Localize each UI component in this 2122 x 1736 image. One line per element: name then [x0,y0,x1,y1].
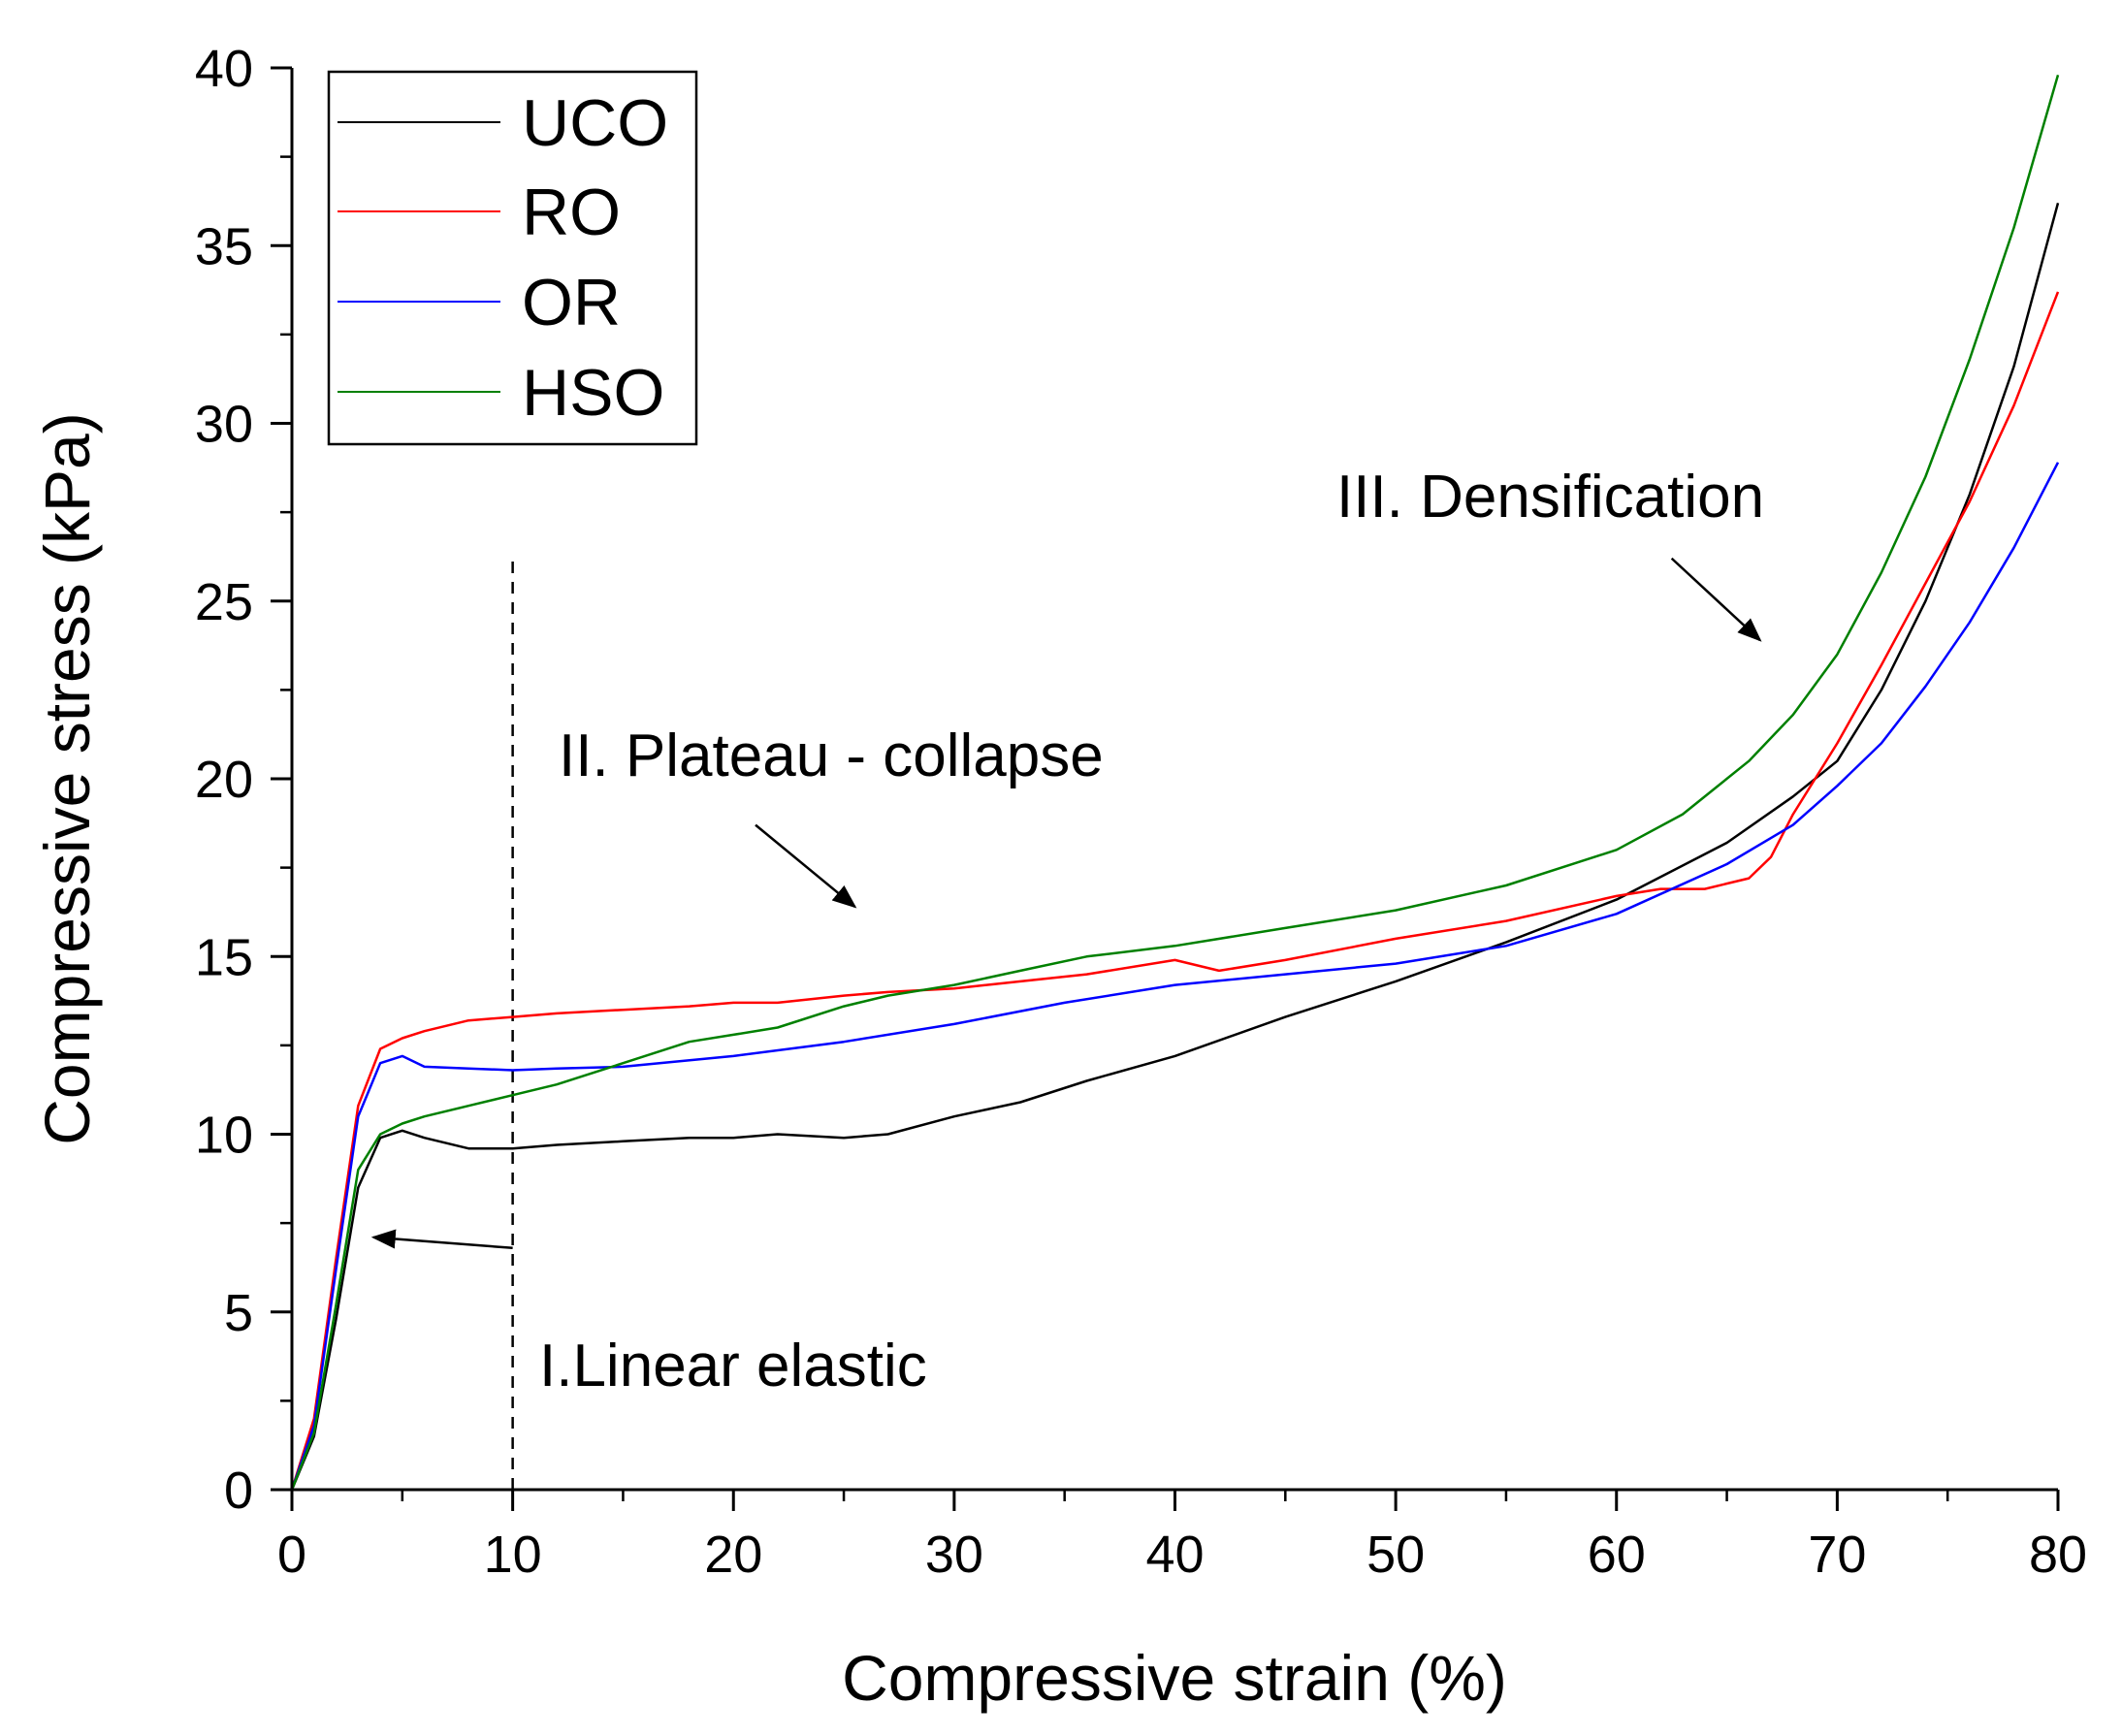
annotation-arrow-2 [1670,557,1762,642]
series-layer [290,74,2060,1491]
legend-box [327,70,698,446]
y-tick-label: 15 [195,928,253,986]
legend: UCO RO OR HSO [327,70,698,446]
x-tick-label: 60 [1588,1526,1646,1584]
x-tick-label: 70 [1808,1526,1866,1584]
series-line-uco [290,202,2060,1491]
y-tick-label: 10 [195,1107,253,1165]
annotation-layer [370,557,1762,1250]
y-tick-label: 35 [195,217,253,275]
annotation-densification: III. Densification [1336,464,1764,530]
legend-label-or: OR [522,266,621,339]
y-tick-label: 0 [224,1462,253,1520]
series-line-ro [290,291,2060,1491]
x-tick-label: 80 [2029,1526,2087,1584]
series-line-or [290,462,2060,1491]
annotation-arrow-0 [370,1229,513,1250]
x-tick-label: 0 [277,1526,306,1584]
legend-label-uco: UCO [522,86,668,160]
y-tick-label: 20 [195,751,253,809]
y-ticks: 0 5 10 15 20 25 30 35 40 [195,40,292,1520]
x-axis-title: Compressive strain (%) [842,1642,1507,1714]
x-tick-label: 40 [1145,1526,1204,1584]
axes: 0 10 20 30 40 50 60 70 80 0 5 10 15 20 25 30 35 40 Compr… [31,40,2087,1714]
y-tick-label: 25 [195,573,253,631]
annotation-text: I.Linear elastic II. Plateau - collapse … [539,464,1764,1399]
x-tick-label: 20 [704,1526,762,1584]
annotation-plateau-collapse: II. Plateau - collapse [559,723,1104,789]
x-tick-label: 30 [925,1526,983,1584]
y-tick-label: 30 [195,396,253,454]
y-tick-label: 40 [195,40,253,98]
annotation-arrow-1 [755,823,857,909]
x-tick-label: 10 [484,1526,542,1584]
annotation-linear-elastic: I.Linear elastic [539,1333,927,1399]
x-ticks: 0 10 20 30 40 50 60 70 80 [277,1490,2087,1584]
series-line-hso [290,74,2060,1491]
legend-label-ro: RO [522,176,621,249]
x-tick-label: 50 [1366,1526,1425,1584]
y-axis-title: Compressive stress (kPa) [31,412,103,1145]
legend-label-hso: HSO [522,356,664,430]
y-tick-label: 5 [224,1284,253,1342]
